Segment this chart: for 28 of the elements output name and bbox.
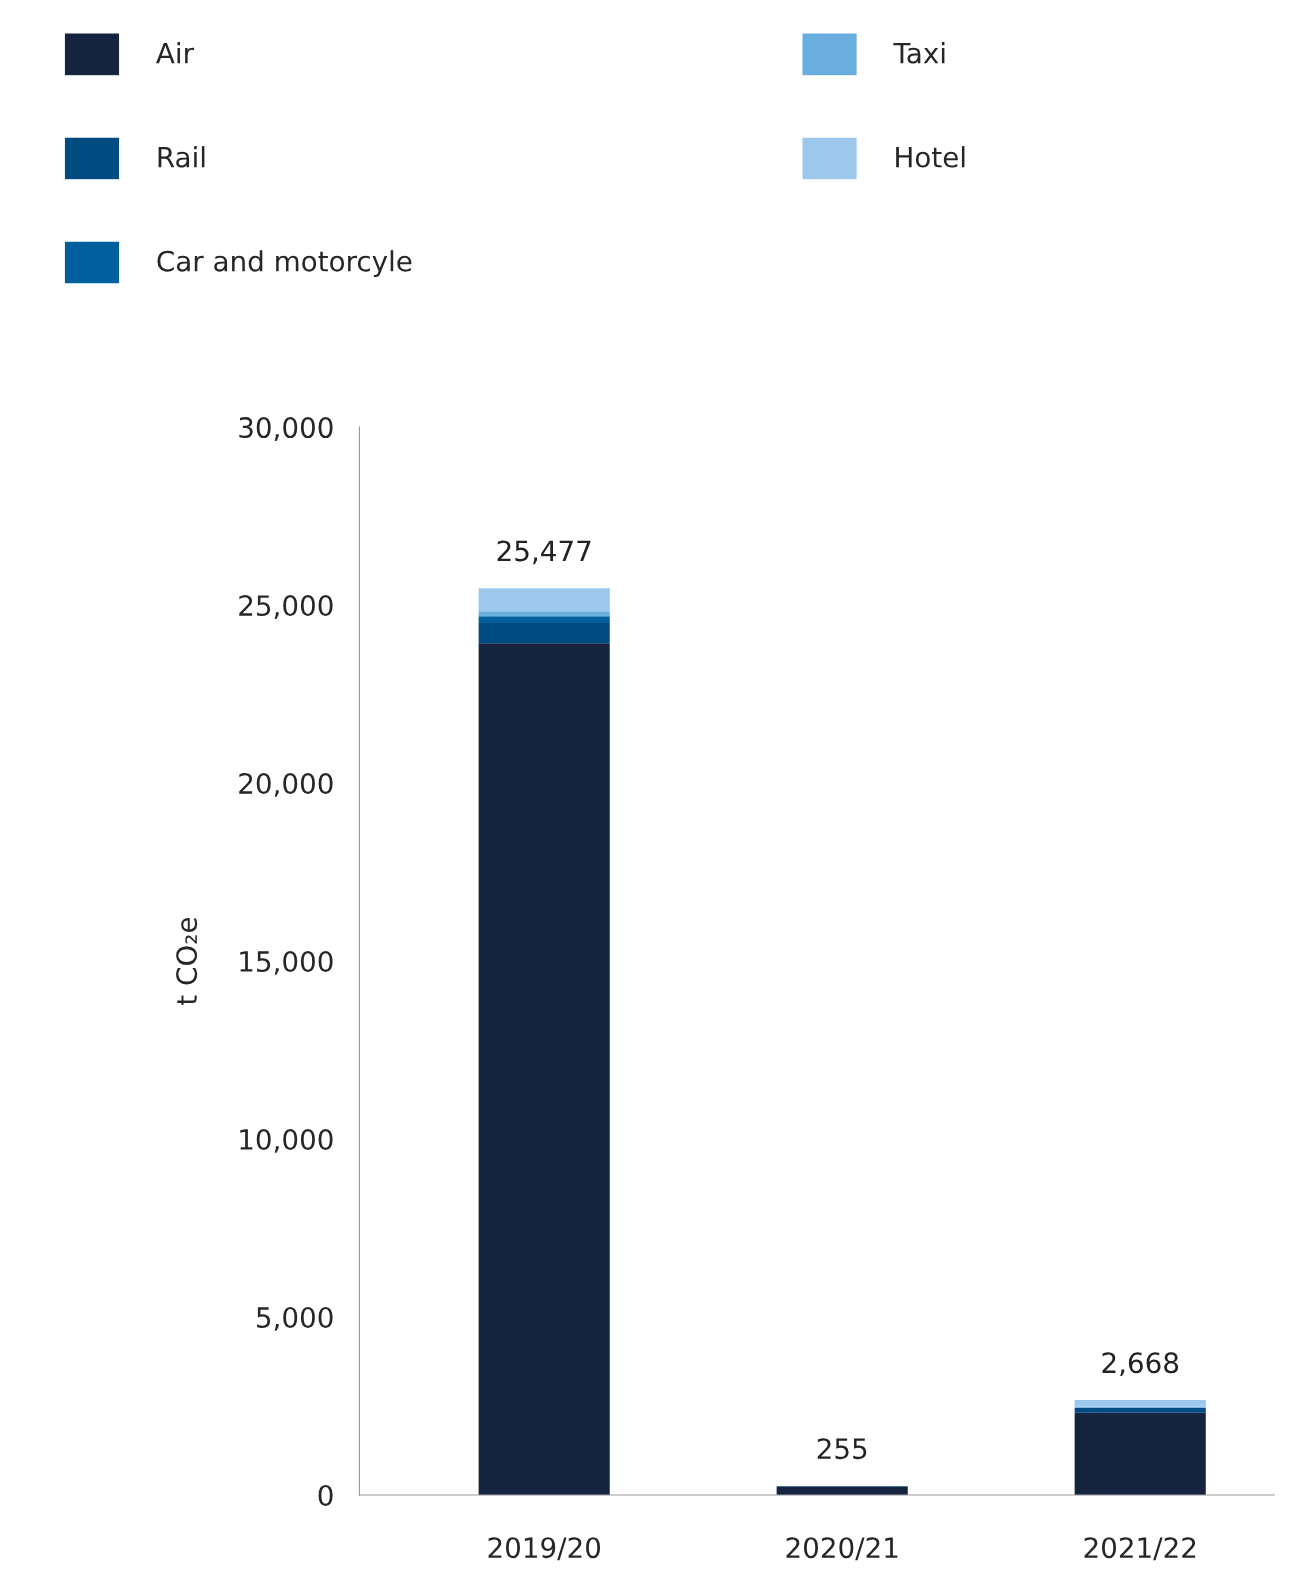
bar: [478, 616, 610, 624]
legend-label: Air: [156, 42, 195, 64]
x-tick-label: 2019/20: [488, 1537, 601, 1561]
y-tick-label: 25,000: [239, 595, 333, 619]
total-label: 2,668: [1102, 1352, 1179, 1377]
y-tick-label: 15,000: [240, 951, 333, 975]
total-label: 255: [817, 1438, 867, 1460]
y-tick-label: 30,000: [239, 417, 333, 441]
bar: [478, 643, 610, 1495]
y-tick-label: 10,000: [240, 1128, 333, 1153]
bar: [1074, 1400, 1206, 1407]
bar: [478, 588, 610, 612]
legend-label: Taxi: [893, 42, 945, 64]
y-tick-label: 5,000: [257, 1306, 333, 1331]
y-tick-label: 20,000: [239, 773, 333, 797]
x-tick-label: 2021/22: [1084, 1537, 1196, 1561]
total-label: 25,477: [497, 540, 591, 565]
legend-label: Car and motorcyle: [157, 250, 412, 278]
bar: [776, 1486, 908, 1495]
bar: [1074, 1412, 1206, 1495]
y-tick-label: 0: [318, 1484, 333, 1506]
legend-label: Rail: [158, 146, 205, 168]
bar: [478, 611, 610, 617]
bar: [478, 623, 610, 644]
legend-label: Hotel: [896, 146, 965, 168]
y-axis-title: t CO₂e: [176, 917, 198, 1005]
x-tick-label: 2020/21: [786, 1537, 898, 1561]
bar: [1074, 1407, 1206, 1413]
